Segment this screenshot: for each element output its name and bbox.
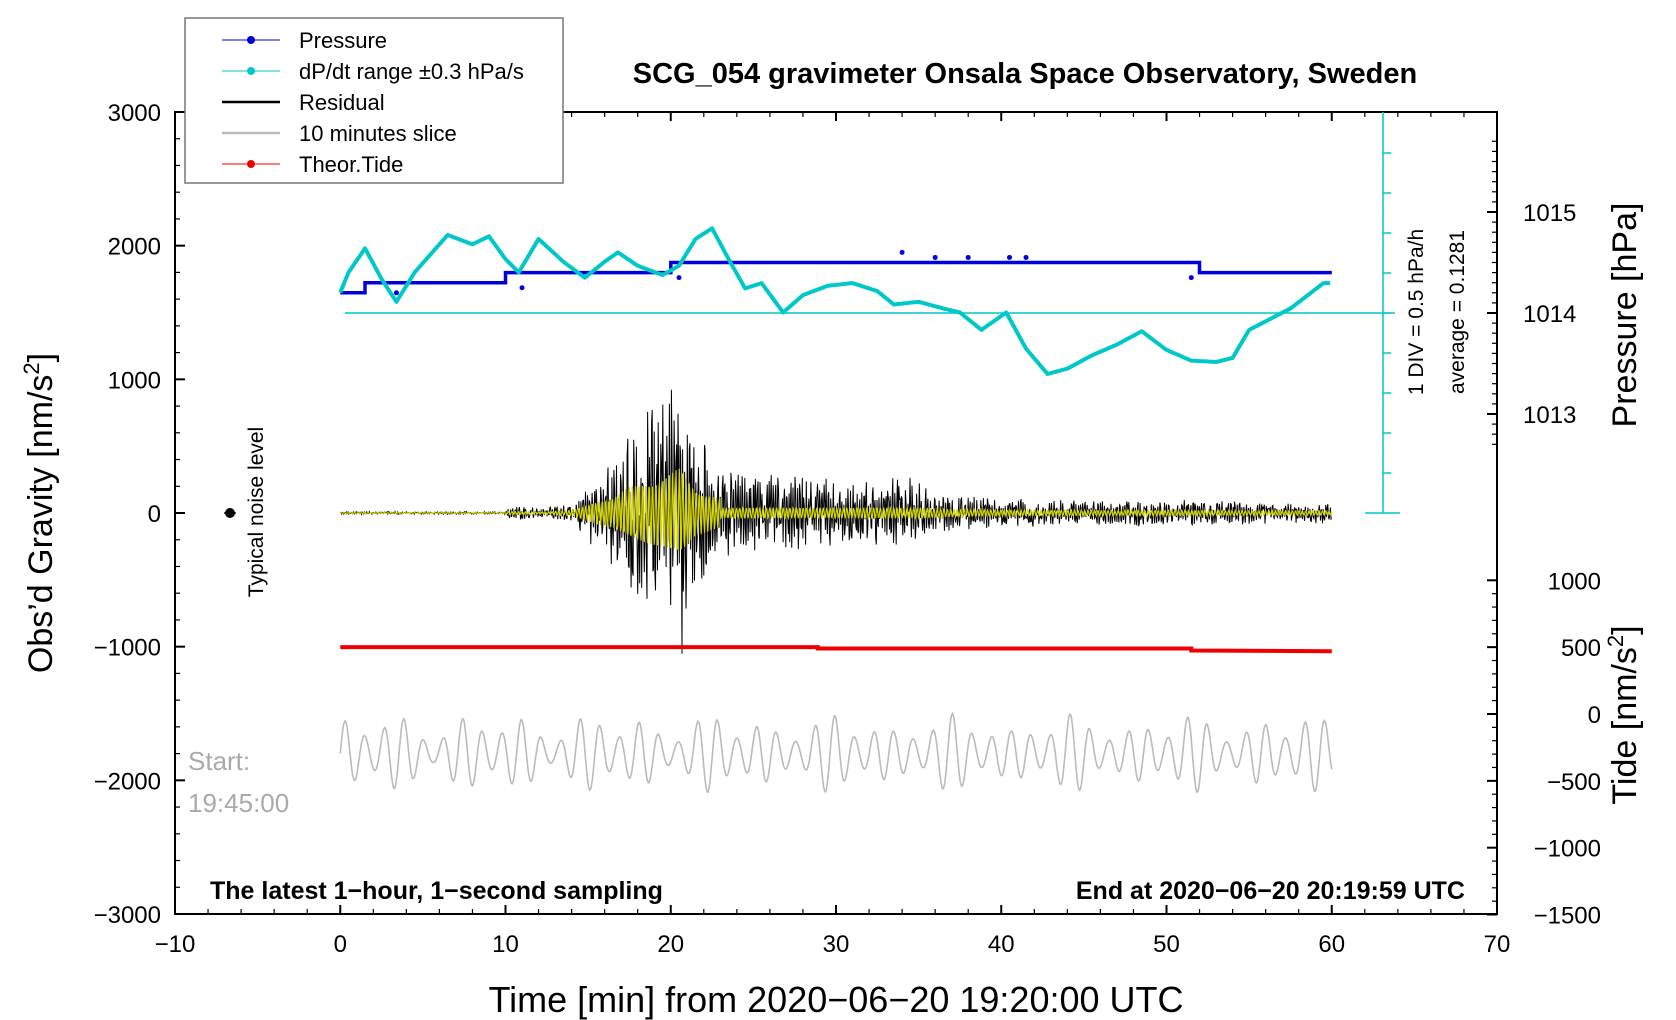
tide-axis-label-main: Tide [nm/s xyxy=(1606,647,1644,804)
tide-axis-label-close: ] xyxy=(1606,625,1644,634)
y-axis-label: Obs’d Gravity [nm/s2] xyxy=(19,353,60,673)
tide-tick-label: −1500 xyxy=(1534,903,1601,930)
tide-tick-label: −1000 xyxy=(1534,836,1601,863)
avg-note: average = 0.1281 xyxy=(1446,230,1469,394)
legend-marker xyxy=(247,36,255,44)
legend-items: Pressure dP/dt range ±0.3 hPa/s Residual 10… xyxy=(222,28,524,177)
pressure-tick-label: 1013 xyxy=(1523,402,1576,429)
residual-series xyxy=(340,389,1333,654)
x-tick-label: 60 xyxy=(1318,931,1345,958)
y-ticks: 3000 2000 1000 0 −1000 −2000 −3000 xyxy=(94,100,185,929)
y-tick-label: −2000 xyxy=(94,768,161,795)
legend-label: dP/dt range ±0.3 hPa/s xyxy=(299,59,524,84)
sampling-note: The latest 1−hour, 1−second sampling xyxy=(210,877,663,905)
tide-tick-label: 0 xyxy=(1588,702,1601,729)
legend-marker xyxy=(247,160,255,168)
legend-box xyxy=(184,17,564,184)
residual-filtered-line xyxy=(340,468,1333,552)
start-label: Start: xyxy=(188,746,250,776)
x-ticks: −10 0 10 20 30 40 50 60 70 xyxy=(155,112,1511,958)
pressure-point xyxy=(676,275,682,281)
tide-tick-label: 1000 xyxy=(1548,568,1601,595)
y-axis-label-sup: 2 xyxy=(19,362,44,374)
pressure-point xyxy=(1188,275,1194,281)
y-axis-label-main: Obs’d Gravity [nm/s xyxy=(22,375,60,674)
pressure-point xyxy=(965,254,971,260)
dpdt-line xyxy=(338,226,1331,376)
pressure-axis: 1015 1014 1013 xyxy=(1487,140,1576,445)
slice-line xyxy=(339,711,1333,794)
x-tick-label: −10 xyxy=(155,931,196,958)
legend-marker xyxy=(247,67,255,75)
chart-title: SCG_054 gravimeter Onsala Space Observat… xyxy=(633,58,1417,90)
pressure-point xyxy=(899,249,905,255)
legend-label: Residual xyxy=(299,90,385,115)
pressure-point xyxy=(932,254,938,260)
x-tick-label: 40 xyxy=(988,931,1015,958)
pressure-point xyxy=(393,290,399,296)
tide-tick-label: 500 xyxy=(1561,635,1601,662)
legend: Pressure dP/dt range ±0.3 hPa/s Residual 10… xyxy=(184,17,564,184)
tide-axis: 1000 500 0 −500 −1000 −1500 xyxy=(1487,568,1601,930)
x-axis-label: Time [min] from 2020−06−20 19:20:00 UTC xyxy=(488,979,1183,1020)
pressure-tick-label: 1014 xyxy=(1523,301,1576,328)
residual-line xyxy=(340,389,1333,654)
tide-axis-label-sup: 2 xyxy=(1603,635,1628,647)
end-note: End at 2020−06−20 20:19:59 UTC xyxy=(1076,877,1465,905)
pressure-line xyxy=(340,260,1332,295)
x-tick-label: 30 xyxy=(823,931,850,958)
dpdt-series xyxy=(338,226,1331,376)
tide-series xyxy=(340,645,1332,654)
x-tick-label: 0 xyxy=(334,931,347,958)
div-note: 1 DIV = 0.5 hPa/h xyxy=(1405,229,1428,395)
tide-tick-label: −500 xyxy=(1547,769,1601,796)
y-tick-label: −3000 xyxy=(94,902,161,929)
tide-axis-label: Tide [nm/s2] xyxy=(1603,625,1644,804)
y-tick-label: 2000 xyxy=(108,234,161,261)
pressure-point xyxy=(519,285,525,291)
x-tick-label: 20 xyxy=(657,931,684,958)
noise-label: Typical noise level xyxy=(245,427,268,597)
dpdt-scale-ticks xyxy=(1365,152,1400,514)
legend-label: Pressure xyxy=(299,28,387,53)
tide-line xyxy=(340,645,1332,654)
pressure-tick-label: 1015 xyxy=(1523,200,1576,227)
pressure-series xyxy=(340,249,1332,296)
x-tick-label: 50 xyxy=(1153,931,1180,958)
y-axis-label-close: ] xyxy=(22,353,60,362)
x-tick-label: 10 xyxy=(492,931,519,958)
pressure-axis-label: Pressure [hPa] xyxy=(1606,203,1644,428)
x-tick-label: 70 xyxy=(1484,931,1511,958)
start-time: 19:45:00 xyxy=(188,788,289,818)
pressure-point xyxy=(1007,254,1013,260)
y-tick-label: −1000 xyxy=(94,635,161,662)
legend-label: 10 minutes slice xyxy=(299,121,457,146)
legend-label: Theor.Tide xyxy=(299,152,403,177)
y-tick-label: 3000 xyxy=(108,100,161,127)
slice-series xyxy=(339,711,1333,794)
y-tick-label: 0 xyxy=(148,501,161,528)
y-tick-label: 1000 xyxy=(108,367,161,394)
noise-dot xyxy=(225,508,235,518)
pressure-point xyxy=(1023,254,1029,260)
